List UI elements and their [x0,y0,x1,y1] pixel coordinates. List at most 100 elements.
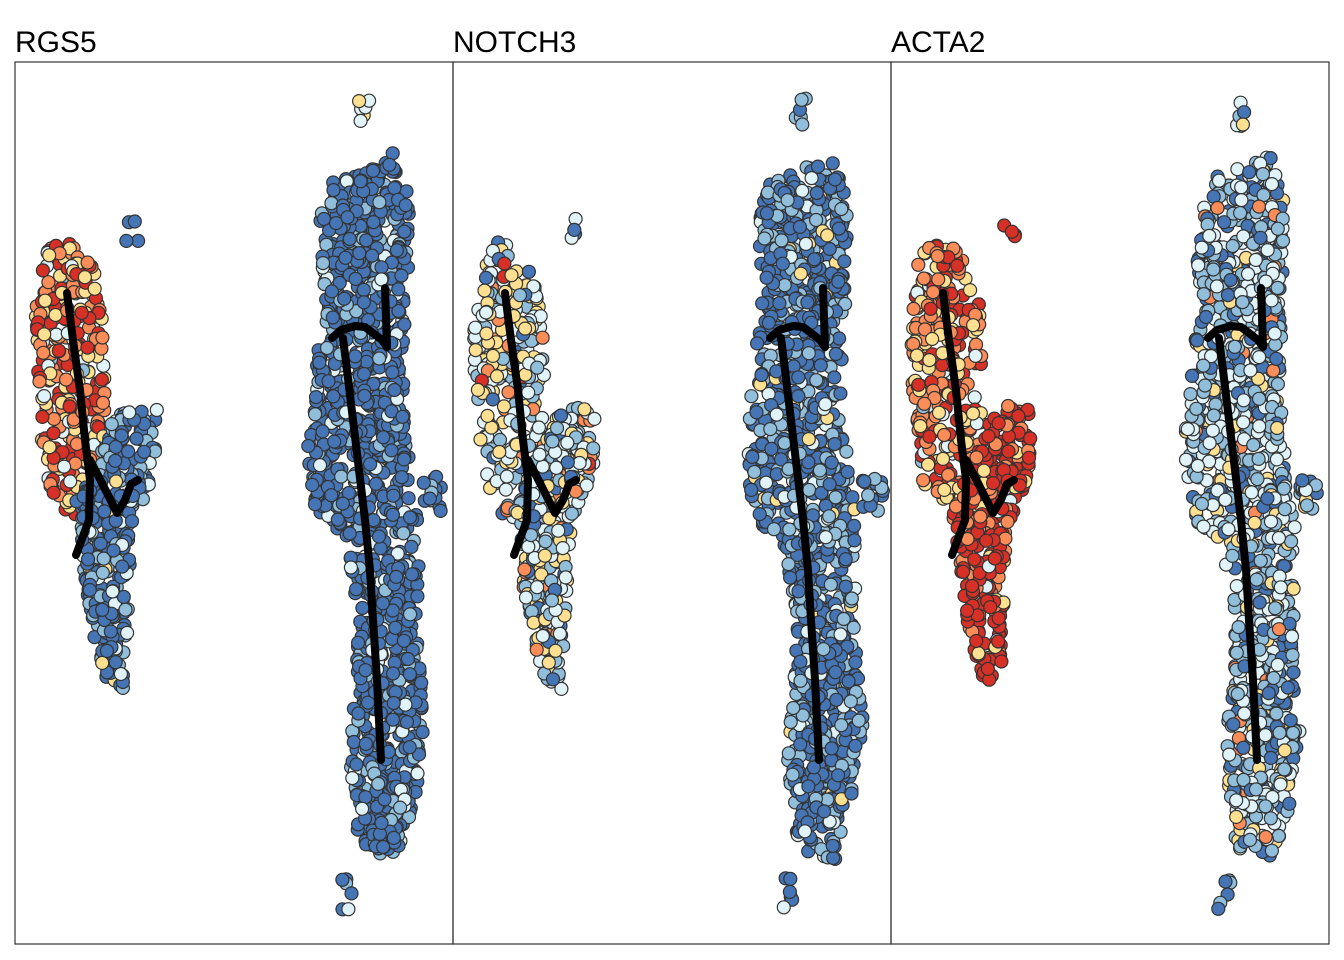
scatter-point [492,444,507,460]
scatter-point [422,491,437,506]
scatter-point [342,231,357,247]
scatter-point [998,531,1013,546]
scatter-point [353,113,368,129]
scatter-point [987,551,1002,566]
scatter-point [397,224,412,239]
scatter-point [387,181,402,196]
scatter-point [95,565,110,580]
scatter-point [985,476,1001,491]
panel-rgs5: RGS5 [14,26,454,945]
scatter-point [775,256,790,271]
scatter-point [344,886,359,901]
scatter-point [374,815,389,831]
scatter-point [840,464,855,480]
scatter-point [969,633,984,649]
scatter-point [834,718,849,733]
scatter-point [827,437,842,452]
scatter-point [801,346,816,361]
scatter-point [485,348,501,363]
scatter-point [346,734,361,750]
scatter-point [913,419,928,434]
scatter-point [373,541,388,556]
scatter-point [103,624,118,639]
scatter-point [376,430,391,445]
scatter-point [485,392,500,407]
scatter-point [119,625,135,641]
scatter-point [1000,514,1015,530]
scatter-point [911,257,926,272]
scatter-point [749,336,765,351]
scatter-point [923,301,938,316]
scatter-point [774,233,789,248]
scatter-point [307,497,323,512]
scatter-point [36,389,52,404]
scatter-point [824,741,839,756]
scatter-point [315,256,331,271]
scatter-point [77,270,93,285]
scatter-point [337,291,352,306]
scatter-point [351,706,366,721]
scatter-point [820,228,835,243]
scatter-point [131,233,146,248]
scatter-point [355,801,370,816]
scatter-point [415,724,430,740]
scatter-point [48,307,63,323]
scatter-point [1011,408,1026,424]
scatter-point [403,607,418,622]
scatter-point [95,655,110,671]
scatter-point [909,348,925,363]
scatter-point [760,185,776,200]
scatter-point [391,282,406,297]
scatter-point [781,746,796,761]
scatter-point [106,543,121,558]
scatter-point [99,643,115,659]
scatter-point [922,353,937,368]
scatter-point [827,370,842,385]
scatter-point [785,767,800,782]
scatter-point [305,477,320,492]
scatter-point [473,432,488,447]
scatter-point [793,737,808,752]
scatter-point [752,506,767,522]
scatter-point [1271,828,1286,844]
scatter-point [839,444,854,459]
scatter-point [967,552,982,567]
scatter-point [396,452,412,467]
scatter-point [321,374,336,389]
scatter-point [56,459,72,474]
scatter-point [113,666,129,682]
scatter-point [363,457,378,472]
scatter-point [334,469,349,484]
scatter-point [965,318,981,333]
scatter-point [851,713,866,728]
scatter-point [782,570,798,585]
scatter-point [404,539,419,555]
scatter-point [793,654,808,669]
scatter-point [781,556,796,572]
scatter-point [780,193,795,208]
scatter-point [797,824,813,839]
panel-title-rgs5: RGS5 [15,26,97,59]
scatter-point [108,474,124,489]
scatter-point [121,444,136,459]
scatter-point [800,295,815,310]
scatter-point [499,469,514,484]
scatter-point [94,372,110,387]
scatter-point [831,274,846,289]
scatter-point [530,360,545,375]
scatter-point [1001,444,1016,459]
scatter-point [847,533,862,548]
scatter-point [994,654,1009,669]
scatter-point [372,195,387,210]
scatter-point [343,560,358,575]
scatter-point [96,551,111,566]
scatter-point [991,634,1006,649]
scatter-point [115,559,130,574]
scatter-point [816,804,832,819]
scatter-point [374,260,389,275]
scatter-point [532,447,547,462]
scatter-point [761,315,776,330]
scatter-point [116,589,131,605]
scatter-point [969,450,984,465]
scatter-point [478,270,494,285]
